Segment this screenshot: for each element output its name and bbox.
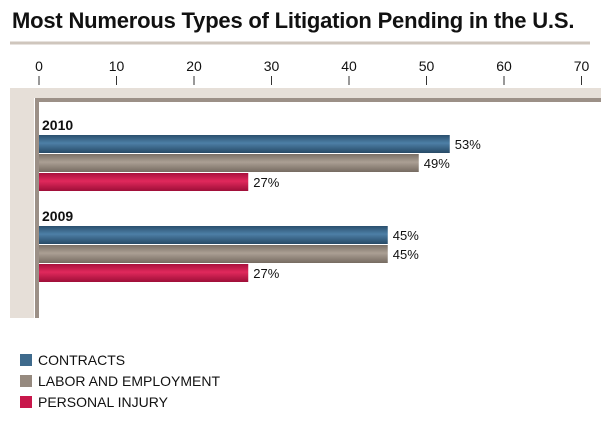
- value-label: 53%: [455, 137, 481, 152]
- bar-2010-personal-injury: [39, 173, 249, 191]
- x-tick-label: 40: [341, 58, 357, 74]
- x-tick-label: 0: [35, 58, 43, 74]
- legend-item: CONTRACTS: [20, 349, 220, 370]
- legend-label: CONTRACTS: [38, 351, 126, 368]
- plot-band-top: [10, 88, 601, 98]
- legend-swatch: [20, 374, 32, 387]
- legend-item: PERSONAL INJURY: [20, 391, 220, 412]
- legend-item: LABOR AND EMPLOYMENT: [20, 370, 220, 391]
- x-tick-label: 60: [496, 58, 512, 74]
- group-label-2010: 2010: [42, 117, 73, 133]
- legend-label: PERSONAL INJURY: [38, 393, 168, 410]
- x-tick-label: 70: [574, 58, 590, 74]
- value-label: 45%: [393, 247, 419, 262]
- bar-2010-contracts: [39, 135, 450, 153]
- bars-group: 2010 53% 49% 27% 2009 45% 45% 27%: [39, 117, 481, 282]
- bar-2009-labor-and-employment: [39, 245, 388, 263]
- x-tick-label: 20: [186, 58, 202, 74]
- x-axis: 0 10 20 30 40 50 60 70: [35, 58, 589, 85]
- bar-2009-contracts: [39, 226, 388, 244]
- bar-2009-personal-injury: [39, 264, 249, 282]
- value-label: 45%: [393, 228, 419, 243]
- x-tick-label: 50: [419, 58, 435, 74]
- plot-band-left: [10, 88, 34, 318]
- x-tick-label: 30: [264, 58, 280, 74]
- legend-label: LABOR AND EMPLOYMENT: [38, 372, 221, 389]
- group-label-2009: 2009: [42, 208, 73, 224]
- value-label: 27%: [253, 175, 279, 190]
- bar-2010-labor-and-employment: [39, 154, 419, 172]
- x-tick-label: 10: [109, 58, 125, 74]
- value-label: 27%: [253, 266, 279, 281]
- legend-swatch: [20, 395, 32, 408]
- chart-title: Most Numerous Types of Litigation Pendin…: [12, 8, 575, 33]
- value-label: 49%: [424, 156, 450, 171]
- legend: CONTRACTS LABOR AND EMPLOYMENT PERSONAL IN…: [20, 349, 220, 412]
- legend-swatch: [20, 353, 32, 366]
